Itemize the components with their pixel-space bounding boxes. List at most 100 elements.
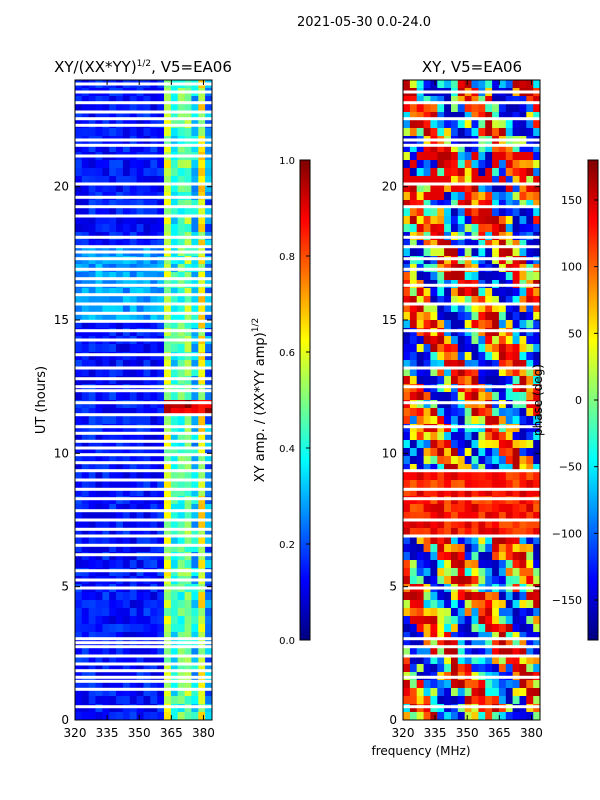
heatmap-cell [464,536,473,545]
flagged-row [75,245,212,249]
heatmap-cell [471,640,479,649]
heatmap-cell [205,440,212,449]
heatmap-cell [102,592,110,601]
heatmap-cell [170,208,179,217]
heatmap-cell [109,464,117,473]
heatmap-cell [416,248,425,257]
heatmap-cell [95,712,103,720]
heatmap-cell [505,208,514,217]
heatmap-cell [143,360,151,369]
heatmap-cell [129,144,138,153]
x-tick-label: 320 [64,726,87,740]
heatmap-cell [464,712,473,720]
heatmap-cell [498,352,507,361]
heatmap-cell [430,472,438,481]
heatmap-cell [409,424,418,433]
heatmap-cell [505,552,514,561]
heatmap-cell [75,352,83,361]
heatmap-cell [444,96,452,105]
heatmap-cell [164,704,172,713]
colorbar-tick-label: 0.8 [279,252,295,263]
heatmap-cell [136,208,144,217]
heatmap-cell [409,416,418,425]
heatmap-cell [109,160,117,169]
heatmap-cell [157,208,165,217]
heatmap-cell [95,200,103,209]
heatmap-cell [116,144,124,153]
heatmap-cell [198,456,206,465]
heatmap-cell [533,504,540,513]
heatmap-cell [88,696,97,705]
heatmap-cell [116,624,124,633]
heatmap-cell [423,496,431,505]
heatmap-cell [88,200,97,209]
heatmap-cell [157,368,165,377]
heatmap-cell [143,144,151,153]
heatmap-cell [416,688,425,697]
heatmap-cell [136,704,144,713]
heatmap-cell [136,544,144,553]
heatmap-cell [184,456,192,465]
heatmap-cell [423,128,431,137]
heatmap-cell [478,112,486,121]
heatmap-cell [403,96,411,105]
heatmap-cell [403,680,411,689]
heatmap-cell [519,520,527,529]
heatmap-cell [177,272,186,281]
heatmap-cell [170,416,179,425]
heatmap-cell [191,96,199,105]
heatmap-cell [212,352,219,361]
heatmap-cell [444,424,452,433]
heatmap-cell [198,208,206,217]
heatmap-cell [451,512,459,521]
heatmap-cell [184,296,192,305]
heatmap-cell [451,600,459,609]
heatmap-cell [157,456,165,465]
heatmap-cell [423,240,431,249]
heatmap-cell [81,200,90,209]
heatmap-cell [170,144,179,153]
heatmap-cell [471,528,479,537]
heatmap-cell [478,616,486,625]
heatmap-cell [170,600,179,609]
heatmap-cell [409,504,418,513]
heatmap-cell [492,568,500,577]
heatmap-cell [198,512,206,521]
heatmap-cell [75,360,83,369]
heatmap-cell [423,216,431,225]
heatmap-cell [198,640,206,649]
heatmap-cell [129,184,138,193]
heatmap-cell [143,424,151,433]
heatmap-cell [95,144,103,153]
heatmap-cell [157,528,165,537]
heatmap-cell [471,552,479,561]
heatmap-cell [164,536,172,545]
heatmap-cell [478,384,486,393]
heatmap-cell [512,336,520,345]
heatmap-cell [471,696,479,705]
heatmap-cell [471,128,479,137]
heatmap-cell [416,224,425,233]
heatmap-cell [533,288,540,297]
heatmap-cell [81,536,90,545]
heatmap-cell [444,520,452,529]
heatmap-cell [403,320,411,329]
heatmap-cell [505,640,514,649]
heatmap-cell [157,144,165,153]
heatmap-cell [533,328,540,337]
heatmap-cell [444,552,452,561]
heatmap-cell [451,440,459,449]
heatmap-cell [116,368,124,377]
heatmap-cell [526,576,534,585]
heatmap-cell [457,472,466,481]
heatmap-cell [164,312,172,321]
heatmap-cell [437,200,445,209]
heatmap-cell [150,464,158,473]
heatmap-cell [95,312,103,321]
heatmap-cell [177,392,186,401]
heatmap-cell [403,104,411,113]
heatmap-cell [212,88,219,97]
heatmap-cell [409,640,418,649]
heatmap-cell [184,696,192,705]
heatmap-cell [492,544,500,553]
